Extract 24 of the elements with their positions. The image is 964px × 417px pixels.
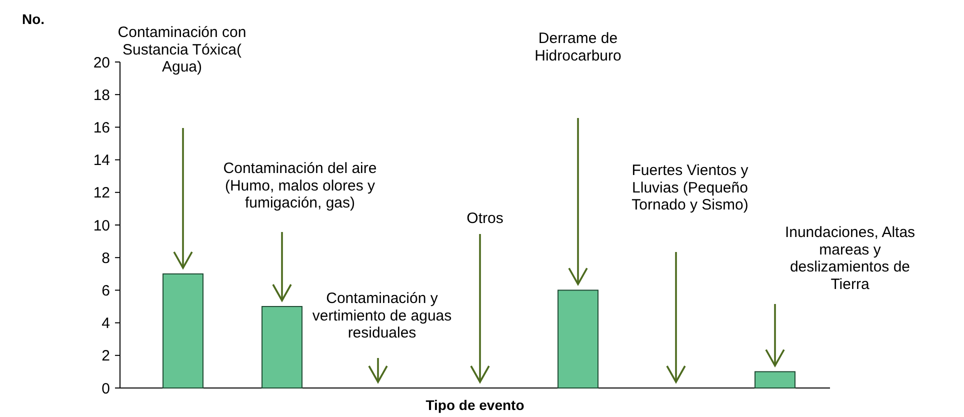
annotation: Contaminación con Sustancia Tóxica( Agua)	[118, 24, 246, 76]
bar	[162, 273, 204, 388]
y-tick-label: 6	[102, 282, 110, 300]
annotation: Otros	[466, 210, 504, 227]
y-tick-label: 20	[93, 54, 110, 72]
y-tick-label: 4	[102, 315, 110, 332]
annotation: Fuertes Vientos y Lluvias (Pequeño Tornado y Sismo)	[632, 162, 749, 214]
y-tick-label: 0	[102, 380, 110, 398]
annotation: Contaminación del aire (Humo, malos olores y fumigación, gas)	[223, 160, 377, 212]
y-tick-label: 8	[102, 250, 110, 267]
bar	[754, 371, 796, 388]
y-tick-label: 12	[93, 184, 110, 202]
y-tick-label: 14	[93, 152, 110, 170]
y-tick-label: 10	[93, 217, 110, 234]
x-axis-title: Tipo de evento	[426, 397, 524, 413]
annotation: Contaminación y vertimiento de aguas residuales	[312, 290, 452, 342]
annotation: Derrame de Hidrocarburo	[534, 30, 622, 64]
y-tick-label: 18	[93, 86, 110, 104]
annotation: Inundaciones, Altas mareas y deslizamientos de Tierra	[784, 224, 916, 293]
y-tick-label: 16	[93, 119, 110, 136]
y-tick-label: 2	[102, 348, 110, 365]
bar	[558, 290, 598, 388]
y-axis-title: No.	[22, 11, 45, 27]
bar	[262, 306, 302, 388]
